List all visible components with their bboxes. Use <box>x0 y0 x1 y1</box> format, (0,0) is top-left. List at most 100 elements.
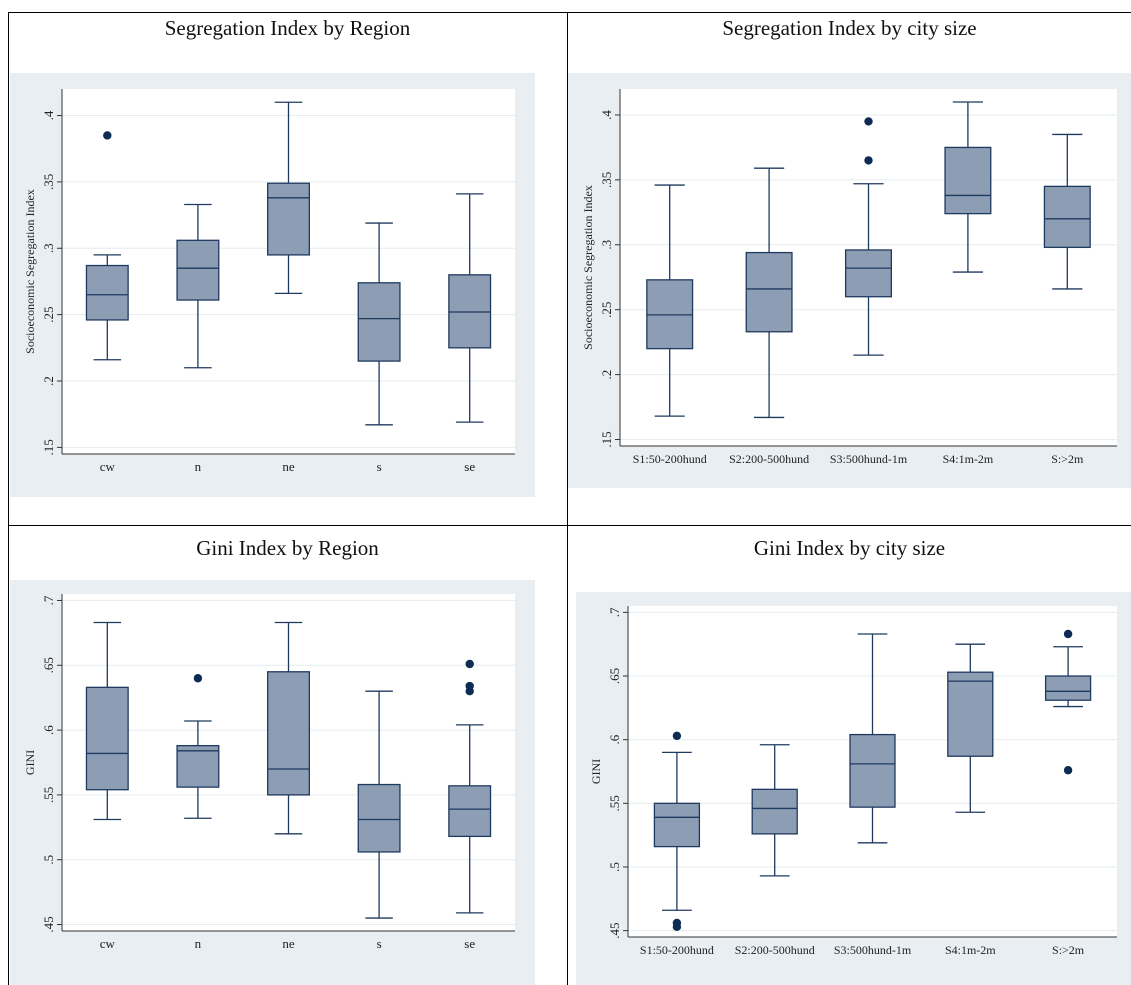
y-tick-label: .2 <box>599 370 614 380</box>
iqr-box <box>448 785 492 838</box>
box-4 <box>944 101 992 273</box>
y-tick-label: .6 <box>41 725 56 735</box>
y-tick-label: .65 <box>41 657 56 673</box>
iqr-box <box>176 239 220 301</box>
panel-title-gini-city: Gini Index by city size <box>753 536 946 560</box>
iqr-box <box>653 802 701 848</box>
iqr-box <box>357 783 401 853</box>
outlier-point <box>672 918 682 928</box>
y-tick-label: .35 <box>599 172 614 188</box>
box-3 <box>849 633 896 844</box>
table-divider-horizontal <box>8 525 1131 526</box>
iqr-box <box>357 282 401 362</box>
x-tick-label: S2:200-500hund <box>735 943 815 957</box>
iqr-box <box>944 146 992 215</box>
iqr-box <box>448 274 492 349</box>
y-axis-title: GINI <box>23 750 37 775</box>
box-3 <box>267 101 310 295</box>
y-tick-label: .7 <box>607 607 622 617</box>
iqr-box <box>85 264 129 321</box>
y-tick-label: .2 <box>41 376 56 386</box>
box-5 <box>448 193 492 423</box>
box-2 <box>176 674 220 819</box>
iqr-box <box>267 182 310 256</box>
x-tick-label: S4:1m-2m <box>943 452 994 466</box>
outlier-point <box>193 674 203 683</box>
x-tick-label: ne <box>282 936 295 951</box>
outlier-point <box>465 659 474 669</box>
iqr-box <box>751 788 798 835</box>
box-1 <box>85 621 129 821</box>
box-2 <box>751 744 798 877</box>
iqr-box <box>85 686 129 791</box>
box-plot-gini-region: .45 .5 .55 .6 .65 .7 GINI cw n ne s se <box>10 580 535 985</box>
y-tick-label: .3 <box>41 243 56 253</box>
box-1 <box>85 131 129 361</box>
x-tick-label: S1:50-200hund <box>640 943 714 957</box>
panel-title-seg-region: Segregation Index by Region <box>164 16 411 40</box>
y-tick-label: .45 <box>41 916 56 932</box>
box-1 <box>646 184 694 417</box>
outlier-point <box>103 131 112 140</box>
iqr-box <box>176 744 220 788</box>
x-tick-label: S:>2m <box>1052 943 1085 957</box>
outlier-point <box>864 117 873 126</box>
iqr-box <box>947 671 994 757</box>
box-1 <box>653 731 701 932</box>
outlier-point <box>465 681 474 691</box>
box-2 <box>176 203 220 369</box>
y-axis-title: Socioeconomic Segregation Index <box>23 189 37 354</box>
panel-title-seg-city: Segregation Index by city size <box>722 16 977 40</box>
y-tick-label: .7 <box>41 595 56 605</box>
y-tick-label: .55 <box>607 795 622 811</box>
x-tick-label: cw <box>100 936 116 951</box>
panel-title-gini-region: Gini Index by Region <box>196 536 379 560</box>
y-tick-label: .15 <box>599 431 614 447</box>
box-5 <box>1044 629 1092 775</box>
y-tick-label: .35 <box>41 174 56 190</box>
y-axis-title: Socioeconomic Segregation Index <box>581 185 595 350</box>
x-tick-label: S2:200-500hund <box>729 452 809 466</box>
iqr-box <box>1044 675 1092 701</box>
y-tick-label: .3 <box>599 240 614 250</box>
box-5 <box>1043 133 1091 290</box>
box-2 <box>745 167 793 419</box>
x-tick-label: S3:500hund-1m <box>830 452 908 466</box>
x-tick-label: ne <box>282 459 295 474</box>
x-tick-label: se <box>464 936 475 951</box>
y-tick-label: .25 <box>41 307 56 323</box>
y-tick-label: .5 <box>41 855 56 865</box>
iqr-box <box>745 251 793 333</box>
box-3 <box>267 621 310 835</box>
box-plot-segregation-region: .15 .2 .25 .3 .35 .4 Socioeconomic Segregation… <box>10 73 535 497</box>
outlier-point <box>1063 629 1073 639</box>
x-tick-label: S:>2m <box>1051 452 1084 466</box>
x-tick-label: S4:1m-2m <box>945 943 996 957</box>
y-tick-label: .4 <box>41 110 56 120</box>
box-plot-segregation-city-size: .15 .2 .25 .3 .35 .4 Socioeconomic Segregation… <box>568 73 1131 488</box>
x-tick-label: n <box>195 936 202 951</box>
box-4 <box>947 643 994 813</box>
box-5 <box>448 659 492 914</box>
y-axis-title: GINI <box>589 759 603 784</box>
iqr-box <box>849 733 896 808</box>
box-plot-gini-city-size: .45 .5 .55 .6 .65 .7 GINI S1:50-200hund S2:200-5… <box>576 592 1131 985</box>
x-tick-label: s <box>377 459 382 474</box>
table-border-top <box>8 12 1131 13</box>
table-divider-vertical <box>567 12 568 985</box>
iqr-box <box>267 671 310 796</box>
y-tick-label: .65 <box>607 668 622 684</box>
box-4 <box>357 222 401 426</box>
y-tick-label: .4 <box>599 110 614 120</box>
y-tick-label: .6 <box>607 734 622 744</box>
x-tick-label: S3:500hund-1m <box>834 943 912 957</box>
iqr-box <box>1043 185 1091 249</box>
outlier-point <box>672 731 682 741</box>
x-tick-label: S1:50-200hund <box>633 452 707 466</box>
outlier-point <box>1063 766 1073 775</box>
y-tick-label: .45 <box>607 923 622 939</box>
x-tick-label: n <box>195 459 202 474</box>
y-tick-label: .15 <box>41 439 56 455</box>
iqr-box <box>844 249 893 298</box>
